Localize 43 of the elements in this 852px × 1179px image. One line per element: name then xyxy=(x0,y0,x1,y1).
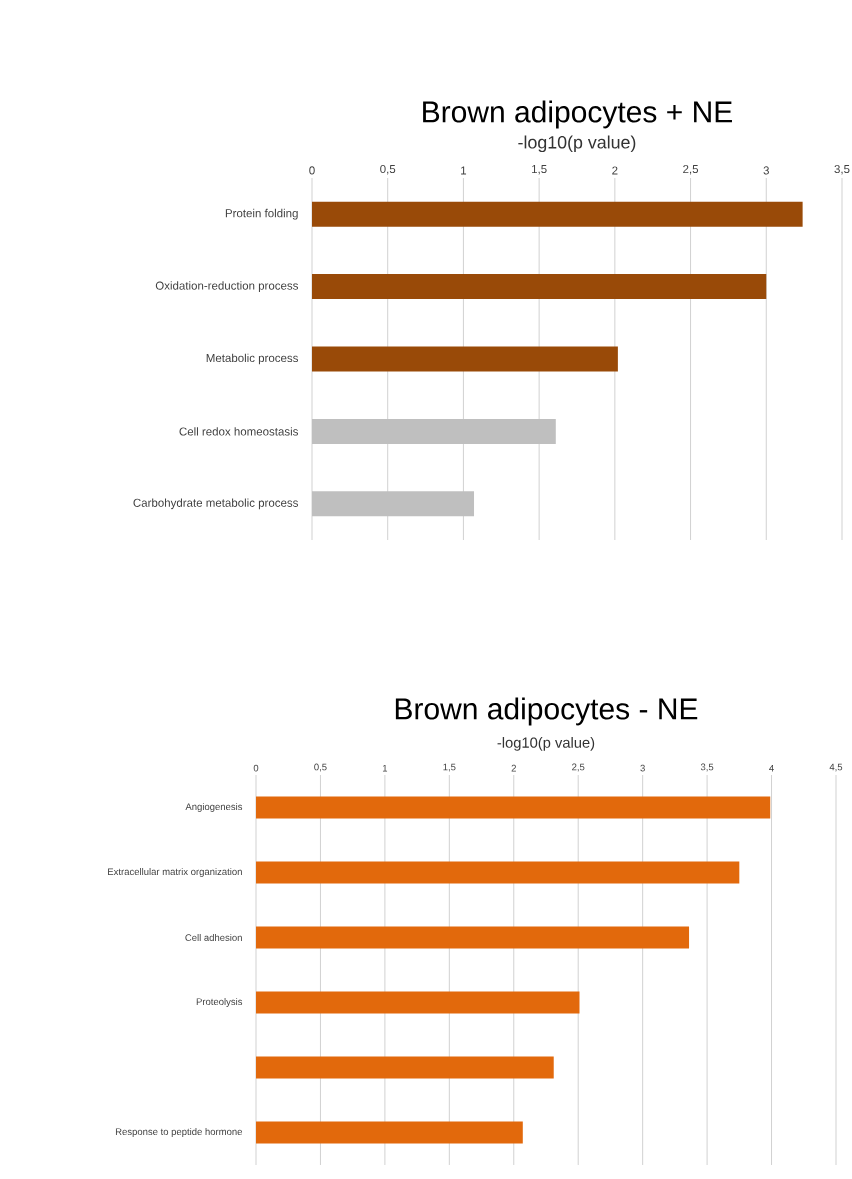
x-tick-label: 2 xyxy=(511,764,516,772)
y-tick-label: Protein folding xyxy=(225,208,298,220)
x-tick-label: 3 xyxy=(640,764,645,772)
y-tick-label: Response to peptide hormone xyxy=(115,1128,243,1137)
x-tick-label: 0 xyxy=(253,764,259,772)
bar xyxy=(256,1056,554,1079)
x-tick-label: 1 xyxy=(461,166,467,175)
bar xyxy=(311,491,475,517)
y-tick-label: Carbohydrate metabolic process xyxy=(133,498,299,510)
x-tick-label: 2 xyxy=(612,166,618,175)
y-tick-label: Angiogenesis xyxy=(185,803,243,812)
x-axis-title: -log10(p value) xyxy=(497,737,595,751)
x-tick-label: 3,5 xyxy=(834,164,850,175)
x-tick-label: 1,5 xyxy=(443,763,456,772)
bar xyxy=(256,1121,523,1144)
chart-title: Brown adipocytes + NE xyxy=(423,100,732,129)
y-tick-label: Proteolysis xyxy=(196,998,243,1007)
y-tick-label: Oxidation-reduction process xyxy=(155,281,299,292)
bar xyxy=(256,861,740,884)
bar xyxy=(256,796,771,819)
y-tick-label: Extracellular matrix organization xyxy=(108,868,242,877)
bar xyxy=(256,991,580,1014)
y-tick-label: Metabolic process xyxy=(206,353,299,365)
x-tick-label: 0 xyxy=(309,166,315,175)
x-tick-label: 4 xyxy=(769,764,774,772)
bar xyxy=(311,418,556,444)
x-tick-label: 2,5 xyxy=(683,164,699,175)
x-tick-label: 3 xyxy=(763,166,769,175)
bar xyxy=(311,274,767,300)
bar xyxy=(311,346,618,372)
x-axis-title: -log10(p value) xyxy=(518,135,636,153)
y-tick-label: Cell adhesion xyxy=(185,934,242,941)
x-tick-label: 3,5 xyxy=(700,763,714,772)
x-tick-label: 2,5 xyxy=(572,763,585,772)
chart-title: Brown adipocytes - NE xyxy=(395,697,698,726)
x-tick-label: 0,5 xyxy=(380,164,396,175)
bar xyxy=(256,926,690,949)
bar xyxy=(311,201,803,227)
y-tick-label: Cell redox homeostasis xyxy=(179,427,299,436)
x-tick-label: 4,5 xyxy=(829,763,843,772)
x-tick-label: 1 xyxy=(382,764,388,772)
x-tick-label: 0,5 xyxy=(314,763,327,772)
x-tick-label: 1,5 xyxy=(532,165,547,175)
